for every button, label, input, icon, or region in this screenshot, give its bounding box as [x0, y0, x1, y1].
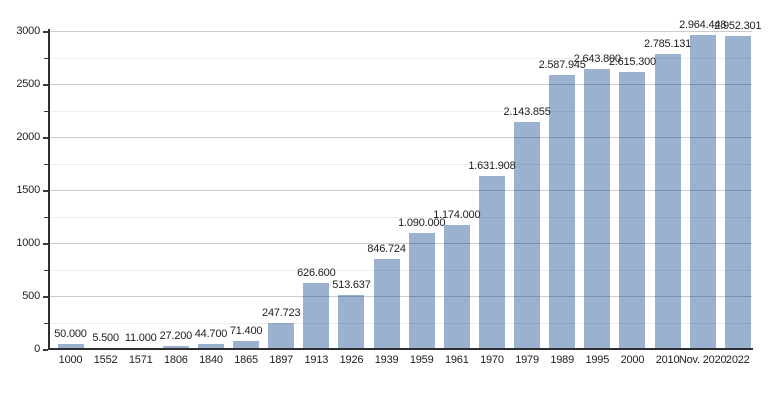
x-axis-tick-label: 1989 [550, 354, 574, 366]
y-axis-tick [43, 31, 48, 33]
bar [303, 282, 330, 349]
x-axis-tick-label: 1840 [199, 354, 223, 366]
x-axis-tick-label: 1995 [585, 354, 610, 366]
bar [268, 322, 295, 349]
y-axis-tick [44, 57, 48, 59]
major-gridline [48, 84, 752, 85]
bar [373, 259, 400, 349]
y-axis-tick [44, 163, 48, 165]
bar-value-label: 1.174.000 [433, 208, 481, 221]
y-axis-tick-label: 3000 [16, 25, 40, 37]
y-axis-tick [43, 243, 48, 245]
value-labels-layer: 50.000 5.500 11.000 27.200 44.700 71.400 247.7… [48, 19, 761, 349]
x-axis-tick-label: 1806 [164, 354, 188, 366]
bar-value-label: 71.400 [229, 325, 263, 338]
x-axis-tick-label: Nov. 2020 [678, 354, 727, 366]
minor-gridline [48, 57, 752, 59]
minor-gridline [48, 269, 752, 271]
major-gridline [48, 190, 752, 191]
x-axis-tick-label: 1571 [128, 354, 153, 366]
x-axis-tick-label: 1959 [409, 354, 434, 366]
bar [57, 343, 84, 349]
bar-value-label: 1.631.908 [468, 160, 516, 173]
x-axis-tick-label: 1897 [269, 354, 294, 366]
plot-area: 50.000 5.500 11.000 27.200 44.700 71.400 247.7… [48, 19, 762, 349]
bar-value-label: 44.700 [194, 328, 228, 341]
bar-value-label: 846.724 [367, 243, 406, 256]
bars-layer [48, 31, 752, 349]
x-axis-tick-label: 1939 [374, 354, 399, 366]
bar-value-label: 247.723 [262, 306, 301, 319]
bar [654, 53, 681, 349]
y-axis-tick [44, 269, 48, 271]
y-axis-tick-label: 1500 [16, 184, 40, 196]
gridlines-layer [48, 31, 752, 349]
bar-value-label: 5.500 [92, 332, 119, 344]
minor-gridline [48, 163, 752, 165]
x-axis-tick-label: 1961 [444, 354, 469, 366]
y-axis-tick-label: 1000 [16, 237, 40, 249]
bar-value-label: 2.785.131 [643, 37, 692, 50]
y-axis-tick [44, 110, 48, 112]
bar-value-label: 2.952.301 [714, 20, 762, 33]
y-axis-tick [44, 322, 48, 324]
bar-value-label: 2.143.855 [503, 105, 551, 118]
y-axis-tick [43, 190, 48, 192]
bar [478, 176, 505, 349]
y-axis-tick-label: 2500 [16, 78, 40, 90]
bar [724, 36, 751, 349]
x-axis-tick-label: 1926 [339, 354, 364, 366]
bar [619, 71, 646, 349]
x-axis-tick-label: 2000 [620, 354, 645, 366]
x-axis-line [48, 348, 753, 350]
minor-gridline [48, 110, 752, 112]
y-axis-tick [43, 296, 48, 298]
bar [233, 341, 260, 349]
x-axis-tick-label: 1913 [304, 354, 329, 366]
major-gridline [48, 296, 752, 297]
bar [162, 346, 189, 349]
bar-value-label: 513.637 [332, 278, 371, 291]
bar-value-label: 2.643.800 [573, 52, 621, 65]
major-gridline [48, 137, 752, 138]
minor-gridline [48, 322, 752, 324]
y-axis-tick-label: 2000 [16, 131, 40, 143]
bar [549, 74, 576, 349]
y-axis-tick-label: 0 [34, 343, 40, 355]
bar [689, 34, 716, 349]
bar-value-label: 2.964.448 [679, 18, 727, 31]
y-axis-tick [44, 216, 48, 218]
y-axis-tick [43, 137, 48, 139]
bar [197, 344, 224, 349]
x-axis-tick-label: 2010 [655, 354, 680, 366]
x-axis-tick-label: 1552 [93, 354, 118, 366]
x-axis-tick-label: 1970 [480, 354, 504, 366]
bar [338, 294, 365, 349]
y-axis-line [48, 29, 50, 350]
y-axis-tick [43, 349, 48, 351]
y-axis-tick [43, 84, 48, 86]
bar-value-label: 1.090.000 [398, 217, 446, 230]
minor-gridline [48, 216, 752, 218]
bar-value-label: 2.587.945 [538, 58, 586, 71]
bar [443, 224, 470, 349]
bar [408, 233, 435, 349]
bar-value-label: 50.000 [54, 327, 87, 340]
bar [584, 68, 611, 349]
y-axis-tick-label: 500 [22, 290, 40, 302]
bar-value-label: 27.200 [159, 330, 193, 343]
major-gridline [48, 243, 752, 244]
x-axis-tick-label: 1979 [515, 354, 539, 366]
bar [514, 121, 541, 349]
x-axis-tick-label: 1000 [58, 354, 83, 366]
bar-value-label: 11.000 [124, 331, 157, 344]
bar-value-label: 626.600 [297, 266, 336, 279]
major-gridline [48, 31, 752, 32]
bar-value-label: 2.615.300 [608, 55, 656, 68]
x-axis-tick-label: 2022 [725, 354, 750, 366]
x-axis-tick-label: 1865 [234, 354, 258, 366]
